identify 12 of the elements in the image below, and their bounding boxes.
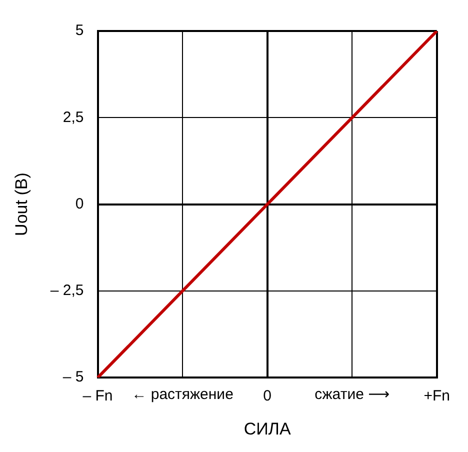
x-tick-label: +Fn bbox=[424, 388, 450, 405]
y-tick-label: 5 bbox=[75, 22, 84, 40]
y-tick-label: 2,5 bbox=[62, 108, 84, 126]
text: ← растяжение bbox=[132, 386, 234, 404]
y-tick-label: – 2,5 bbox=[50, 282, 84, 300]
x-axis-title: СИЛА bbox=[244, 419, 292, 438]
y-tick-label: 0 bbox=[75, 195, 84, 212]
x-tick-label: 0 bbox=[263, 388, 272, 405]
y-tick-label: – 5 bbox=[62, 368, 84, 386]
y-axis-title: Uout (В) bbox=[12, 172, 31, 236]
text: сжатие ⟶ bbox=[314, 386, 390, 404]
x-tick-label: – Fn bbox=[82, 388, 113, 405]
